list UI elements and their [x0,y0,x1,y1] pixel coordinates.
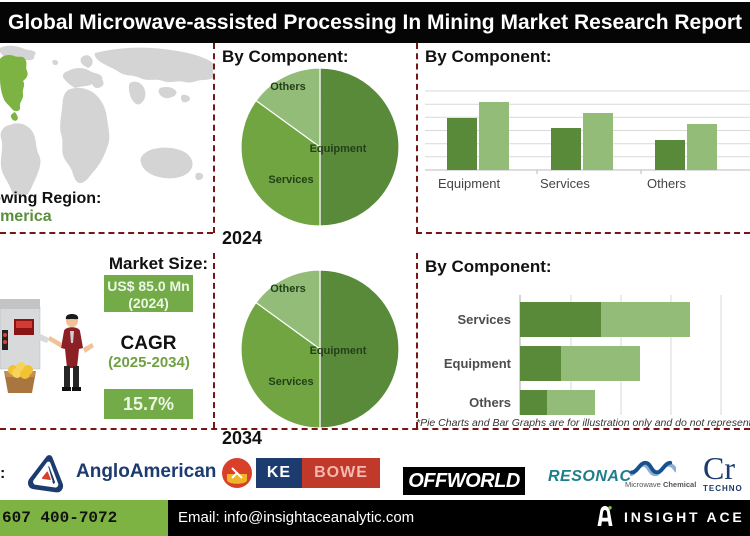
svg-text:Others: Others [270,81,305,93]
svg-text:Services: Services [268,376,313,388]
svg-text:Others: Others [469,395,511,410]
svg-text:Equipment: Equipment [310,143,367,155]
svg-text:Services: Services [268,174,313,186]
svg-text:Equipment: Equipment [444,356,512,371]
svg-text:Others: Others [270,283,305,295]
svg-text:Services: Services [458,312,512,327]
svg-text:Equipment: Equipment [310,345,367,357]
